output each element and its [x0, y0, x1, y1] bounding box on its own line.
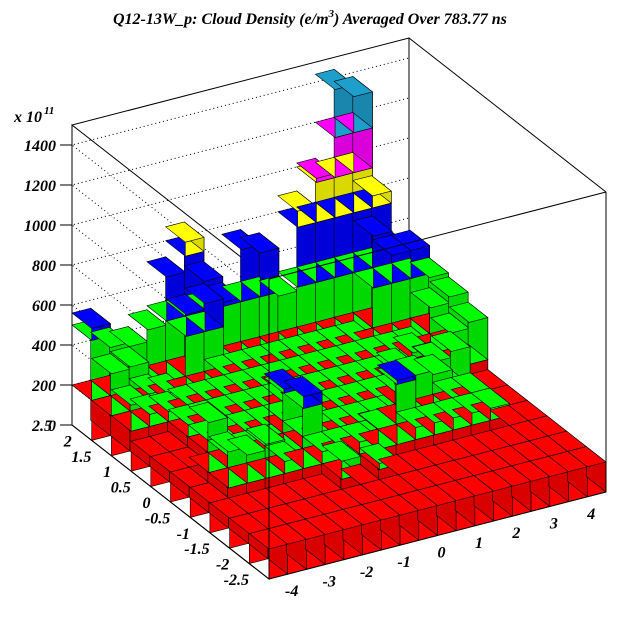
y-tick-label: -2 [216, 557, 229, 574]
lego-column [342, 503, 382, 556]
z-tick-label: 600 [32, 298, 56, 315]
lego-column [304, 513, 345, 565]
x-tick-label: 3 [549, 516, 558, 533]
lego-column [473, 470, 514, 522]
x-tick-label: 1 [475, 535, 483, 552]
x-tick-label: -1 [397, 554, 410, 571]
lego-column [283, 375, 323, 409]
y-tick-label: -0.5 [145, 510, 170, 527]
y-tick-label: 2.5 [31, 418, 52, 435]
z-tick-label: 1000 [24, 218, 56, 235]
y-tick-label: 1 [103, 464, 111, 481]
z-tick-label: 400 [31, 338, 56, 355]
lego-column [566, 445, 607, 498]
x-axis-line [268, 491, 607, 580]
lego-column [448, 301, 489, 365]
x-tick-label: 0 [438, 545, 446, 562]
lego-column [379, 494, 420, 546]
y-tick-label: 2 [63, 433, 72, 450]
x-tick-label: -4 [285, 583, 298, 600]
top-front-edge [268, 191, 607, 280]
y-tick-label: 0.5 [111, 480, 131, 497]
x-tick-label: -2 [360, 564, 373, 581]
lego-column [323, 508, 364, 561]
lego-column [430, 330, 471, 390]
y-tick-label: 0 [143, 495, 151, 512]
z-tick-label: 0 [48, 418, 56, 435]
lego-column [164, 221, 205, 257]
front-frame-layer [71, 37, 607, 580]
z-tick-label: 800 [32, 258, 56, 275]
y-tick-label: -2.5 [224, 572, 249, 589]
top-right-edge [408, 37, 607, 193]
z-tick-label: 1200 [24, 178, 56, 195]
y-tick-label: 1.5 [71, 449, 91, 466]
lego-column [333, 75, 374, 134]
x-tick-label: 2 [511, 525, 520, 542]
lego-column [492, 465, 532, 517]
z-tick-label: 200 [31, 378, 56, 395]
lego-column [510, 460, 551, 512]
x-tick-label: 4 [586, 506, 595, 523]
axis-labels: 0 200 400 600 800 1000 1200 1400 -4 -3 -2 -1 0 1 2 3 4 -2… [24, 138, 595, 600]
bars-layer [71, 68, 607, 580]
lego-column [376, 359, 417, 385]
y-tick-label: -1.5 [184, 541, 209, 558]
y-axis-line [71, 424, 270, 580]
lego-column [352, 175, 392, 209]
chart-title: Q12-13W_p: Cloud Density (e/m3) Averaged… [113, 8, 507, 28]
z-tick-label: 1400 [24, 138, 56, 155]
lego-column [184, 282, 225, 332]
z-axis-multiplier: x 10 11 [13, 105, 54, 126]
y-tick-label: -1 [177, 526, 190, 543]
x-tick-label: -3 [323, 574, 336, 591]
lego-column [548, 450, 588, 503]
